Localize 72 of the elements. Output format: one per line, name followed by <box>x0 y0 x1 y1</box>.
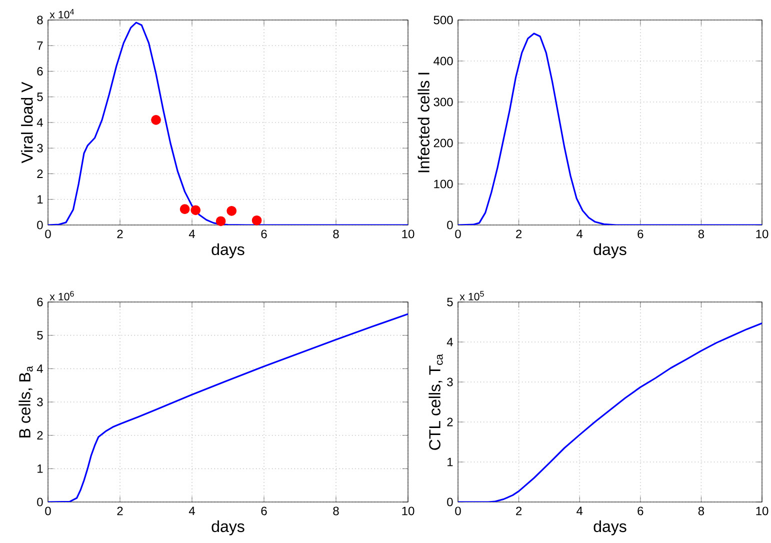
x-tick-label: 6 <box>638 230 644 238</box>
point <box>190 205 201 216</box>
y-tick-label: 4 <box>446 338 453 346</box>
y-tick-label: 5 <box>37 92 43 102</box>
x-tick-label: 2 <box>516 230 522 238</box>
y-tick-label: 4 <box>36 118 43 127</box>
x-tick-label: 0 <box>45 506 51 516</box>
x-tick-label: 4 <box>188 230 195 238</box>
y-tick-label: 0 <box>447 498 453 506</box>
x-axis-title: days <box>594 520 626 536</box>
point <box>216 216 226 226</box>
y-tick-label: 4 <box>36 364 43 373</box>
point <box>151 115 161 125</box>
line-series <box>458 322 762 502</box>
point <box>226 206 237 216</box>
text: x 10$^{6}$ <box>50 290 74 300</box>
y-tick-label: 5 <box>447 298 453 306</box>
y-tick-label: 6 <box>37 298 43 306</box>
text: x 10$^{4}$ <box>50 9 74 18</box>
y-tick-label: 7 <box>37 41 43 50</box>
x-axis-title: days <box>594 243 626 258</box>
y-tick-label: 5 <box>37 331 43 340</box>
x-tick-label: 2 <box>516 506 522 516</box>
y-tick-label: 3 <box>37 398 43 406</box>
x-tick-label: 6 <box>638 506 644 516</box>
x-tick-label: 10 <box>756 230 768 238</box>
y-tick-label: 0 <box>447 220 453 230</box>
x-tick-label: 4 <box>576 230 583 238</box>
y-tick-label: 8 <box>37 16 43 24</box>
x-tick-label: 8 <box>333 506 339 516</box>
x-tick-label: 8 <box>698 506 704 516</box>
y-tick-label: 0 <box>37 220 43 230</box>
y-tick-label: 3 <box>37 144 43 152</box>
y-tick-label: 300 <box>434 98 453 106</box>
x-tick-label: 0 <box>45 230 51 238</box>
y-tick-label: 1 <box>448 458 453 466</box>
y-axis-title: B cells, B$_{a}$ <box>18 366 33 438</box>
x-tick-label: 0 <box>455 230 461 238</box>
x-tick-label: 6 <box>261 230 267 238</box>
line-series <box>48 313 408 502</box>
y-tick-label: 3 <box>447 378 453 386</box>
x-tick-label: 2 <box>117 230 123 238</box>
y-tick-label: 2 <box>447 418 453 426</box>
y-tick-label: 2 <box>37 431 43 440</box>
x-axis-title: days <box>212 520 244 536</box>
text: x 10$^{5}$ <box>460 291 484 300</box>
x-tick-label: 10 <box>756 506 768 516</box>
y-tick-label: 500 <box>434 16 453 24</box>
x-tick-label: 10 <box>402 230 414 238</box>
point <box>180 204 190 214</box>
y-tick-label: 1 <box>38 195 43 204</box>
y-tick-label: 400 <box>434 56 453 66</box>
y-tick-label: 100 <box>434 180 453 188</box>
y-tick-label: 2 <box>37 170 43 178</box>
x-tick-label: 4 <box>188 506 195 515</box>
y-tick-label: 0 <box>37 498 43 506</box>
y-axis-title: CTL cells, T$_{ca}$ <box>428 354 443 450</box>
point <box>252 215 262 226</box>
x-tick-label: 6 <box>261 506 267 516</box>
y-axis-title: Infected cells I <box>418 72 430 172</box>
x-tick-label: 10 <box>402 506 414 516</box>
y-axis-title: Viral load V <box>21 82 33 164</box>
x-tick-label: 8 <box>333 230 339 238</box>
x-tick-label: 2 <box>117 506 123 516</box>
y-tick-label: 200 <box>434 138 453 148</box>
line-series <box>48 22 408 225</box>
x-tick-label: 0 <box>455 506 461 516</box>
x-tick-label: 4 <box>576 506 583 515</box>
y-tick-label: 1 <box>38 464 43 473</box>
y-tick-label: 6 <box>37 66 43 76</box>
x-axis-title: days <box>212 243 244 258</box>
x-tick-label: 8 <box>698 230 704 238</box>
